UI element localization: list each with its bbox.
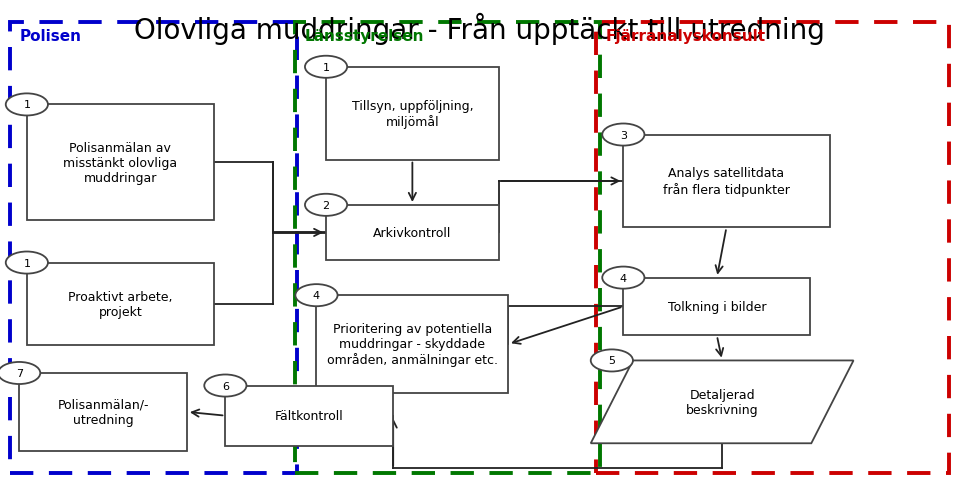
Circle shape [6,252,48,274]
Text: 5: 5 [608,356,616,366]
Bar [623,135,830,228]
Text: 2: 2 [322,200,330,210]
Text: 1: 1 [23,258,31,268]
Text: 4: 4 [313,291,320,301]
Bar [27,263,214,346]
Text: Arkivkontroll: Arkivkontroll [373,226,452,239]
Text: Polisanmälan av
misstänkt olovliga
muddringar: Polisanmälan av misstänkt olovliga muddr… [63,141,177,184]
Text: 6: 6 [222,381,229,391]
Bar [316,296,508,393]
Text: Polisen: Polisen [19,29,82,44]
Text: 1: 1 [23,100,31,110]
Text: Länsstyrelsen: Länsstyrelsen [305,29,425,44]
Circle shape [591,350,633,372]
Circle shape [602,267,644,289]
Circle shape [295,285,338,307]
Text: Detaljerad
beskrivning: Detaljerad beskrivning [686,388,759,416]
Circle shape [204,375,246,397]
Text: Proaktivt arbete,
projekt: Proaktivt arbete, projekt [68,291,173,318]
Bar [10,23,297,473]
Text: 1: 1 [322,63,330,73]
Text: 4: 4 [620,273,627,283]
Text: Tillsyn, uppföljning,
miljömål: Tillsyn, uppföljning, miljömål [352,99,473,129]
Circle shape [602,124,644,146]
Text: 7: 7 [15,368,23,378]
Circle shape [305,194,347,216]
Bar [19,373,187,451]
Bar [27,105,214,220]
Bar [295,23,600,473]
Circle shape [6,94,48,116]
Text: Analys satellitdata
från flera tidpunkter: Analys satellitdata från flera tidpunkte… [663,167,790,196]
Bar [596,23,949,473]
Bar [326,68,499,160]
Polygon shape [591,361,854,443]
Circle shape [0,362,40,384]
Bar [326,205,499,261]
Text: Fältkontroll: Fältkontroll [275,409,343,422]
Text: 3: 3 [620,130,627,140]
Bar [623,278,810,336]
Circle shape [305,57,347,79]
Text: Olovliga muddringar - Från upptäckt till utredning: Olovliga muddringar - Från upptäckt till… [134,13,825,45]
Text: Tolkning i bilder: Tolkning i bilder [667,301,766,313]
Text: Prioritering av potentiella
muddringar - skyddade
områden, anmälningar etc.: Prioritering av potentiella muddringar -… [327,323,498,366]
Text: Fjärranalyskonsult: Fjärranalyskonsult [606,29,766,44]
Bar [225,386,393,446]
Text: Polisanmälan/-
utredning: Polisanmälan/- utredning [58,398,149,426]
